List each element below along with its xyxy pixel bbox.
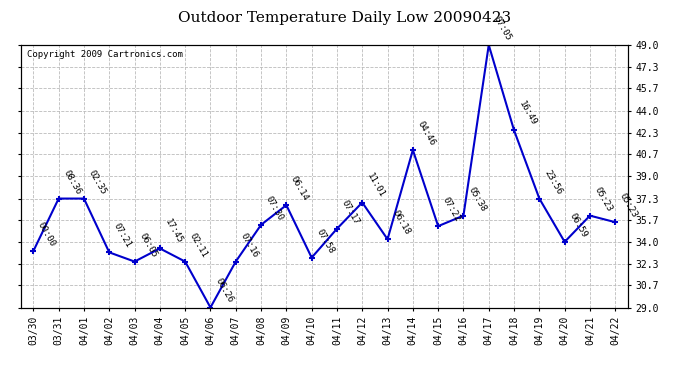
Text: 07:58: 07:58 bbox=[315, 227, 335, 255]
Text: 16:49: 16:49 bbox=[517, 100, 538, 128]
Text: 07:22: 07:22 bbox=[441, 196, 462, 223]
Text: 05:23: 05:23 bbox=[618, 192, 639, 219]
Text: 11:01: 11:01 bbox=[365, 172, 386, 200]
Text: 05:38: 05:38 bbox=[466, 185, 487, 213]
Text: 06:26: 06:26 bbox=[213, 277, 235, 305]
Text: 05:23: 05:23 bbox=[593, 185, 614, 213]
Text: 06:59: 06:59 bbox=[567, 211, 589, 239]
Text: 07:30: 07:30 bbox=[264, 194, 285, 222]
Text: 08:36: 08:36 bbox=[61, 168, 83, 196]
Text: 07:17: 07:17 bbox=[339, 198, 361, 226]
Text: 07:21: 07:21 bbox=[112, 222, 133, 250]
Text: 02:35: 02:35 bbox=[87, 168, 108, 196]
Text: 07:16: 07:16 bbox=[239, 231, 259, 259]
Text: Copyright 2009 Cartronics.com: Copyright 2009 Cartronics.com bbox=[27, 50, 183, 59]
Text: 06:05: 06:05 bbox=[137, 231, 159, 259]
Text: 17:45: 17:45 bbox=[163, 218, 184, 246]
Text: 06:14: 06:14 bbox=[289, 175, 311, 202]
Text: 00:00: 00:00 bbox=[36, 220, 57, 248]
Text: 02:11: 02:11 bbox=[188, 231, 209, 259]
Text: 04:46: 04:46 bbox=[415, 120, 437, 147]
Text: 07:05: 07:05 bbox=[491, 15, 513, 42]
Text: 23:56: 23:56 bbox=[542, 168, 563, 196]
Text: 06:18: 06:18 bbox=[391, 209, 411, 237]
Text: Outdoor Temperature Daily Low 20090423: Outdoor Temperature Daily Low 20090423 bbox=[179, 11, 511, 25]
